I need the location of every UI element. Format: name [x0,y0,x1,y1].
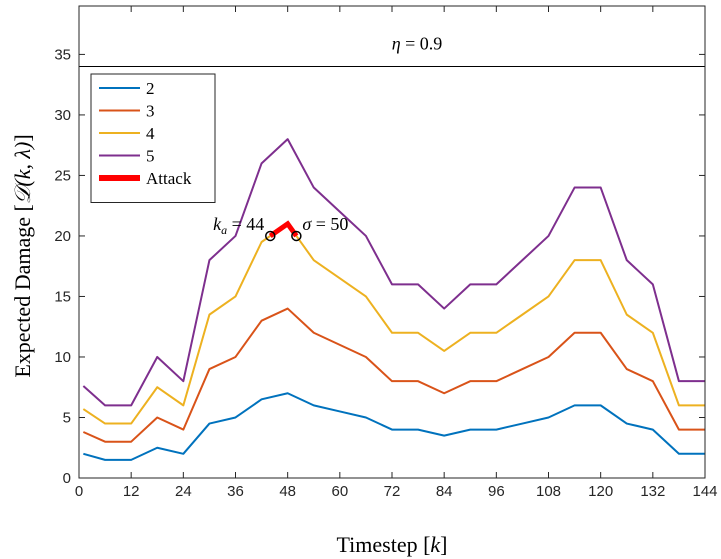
x-axis-label: Timestep [k] [336,532,447,557]
axes-layer: 0 12 24 36 48 60 72 84 96 108 120 132 14405101520253… [54,5,718,500]
y-tick-label-25: 25 [54,167,71,184]
series-line-2 [83,392,705,461]
legend: 2 3 4 5 Attack [90,73,216,203]
threshold-layer: η = 0.9 [79,34,705,68]
x-tick-label-36: 36 [227,483,244,500]
y-tick-label-0: 0 [63,470,71,487]
series-layer [82,138,705,461]
legend-label-attack: Attack [146,169,192,188]
x-tick-label-120: 120 [588,483,613,500]
attack-layer [265,220,302,242]
legend-label-5: 5 [146,147,155,166]
x-tick-label-0: 0 [75,483,83,500]
attack-end-marker [291,230,302,242]
x-tick-label-72: 72 [384,483,401,500]
y-tick-label-10: 10 [54,349,71,366]
attack-start-marker [265,230,276,242]
x-tick-label-24: 24 [175,483,192,500]
x-tick-label-144: 144 [692,483,717,500]
legend-label-2: 2 [146,79,155,98]
annotation-ka: ka = 44 [213,214,264,237]
x-tick-label-132: 132 [640,483,665,500]
series-line-3 [82,307,705,443]
y-tick-label-30: 30 [54,107,71,124]
y-tick-label-5: 5 [63,409,71,426]
y-tick-label-20: 20 [54,228,71,245]
legend-label-4: 4 [146,124,155,143]
x-tick-label-108: 108 [536,483,561,500]
x-tick-label-84: 84 [436,483,453,500]
y-tick-label-15: 15 [54,288,71,305]
labels-layer: ka = 44 σ = 50 Timestep [k] Expected Damage… [10,134,448,557]
threshold-label: η = 0.9 [392,34,443,54]
x-tick-label-96: 96 [488,483,505,500]
y-axis-label: Expected Damage [𝒟(k, λ)] [10,134,35,377]
legend-box [90,73,216,203]
series-line-5 [82,138,705,407]
y-tick-label-35: 35 [54,46,71,63]
x-tick-label-12: 12 [123,483,140,500]
x-tick-label-60: 60 [331,483,348,500]
x-tick-label-48: 48 [279,483,296,500]
annotation-sigma: σ = 50 [302,214,348,234]
legend-label-3: 3 [146,102,155,121]
series-line-4 [82,222,705,425]
